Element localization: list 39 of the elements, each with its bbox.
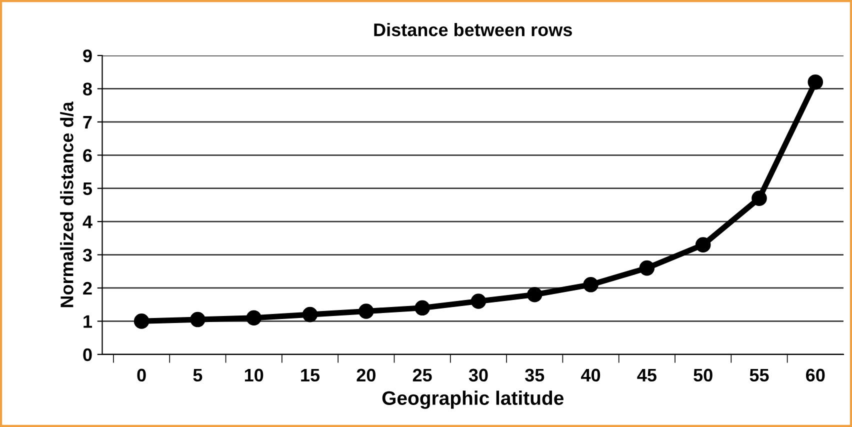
- y-tick-label: 5: [83, 182, 92, 196]
- y-tick-label: 6: [83, 149, 92, 162]
- x-tick-label: 50: [694, 368, 712, 382]
- y-tick-label: 8: [83, 82, 92, 96]
- y-axis-title: Normalized distance d/a: [60, 101, 74, 308]
- x-tick-label: 0: [137, 368, 146, 382]
- point: [583, 277, 598, 292]
- y-tick-label: 7: [83, 116, 92, 128]
- x-tick-label: 45: [637, 368, 656, 382]
- x-tick-label: 35: [525, 368, 544, 382]
- point: [414, 300, 430, 316]
- point: [302, 306, 318, 322]
- x-tick-label: 55: [750, 368, 769, 382]
- point: [470, 294, 486, 309]
- x-tick-label: 5: [193, 368, 202, 382]
- point: [808, 74, 824, 90]
- x-tick-label: 20: [356, 368, 376, 382]
- point: [752, 190, 767, 206]
- x-tick-label: 30: [468, 368, 488, 382]
- y-tick-label: 2: [83, 282, 92, 295]
- x-tick-label: 10: [244, 368, 264, 382]
- point: [190, 312, 206, 328]
- x-tick-label: 25: [412, 368, 432, 382]
- point: [639, 260, 655, 276]
- x-tick-label: 40: [581, 368, 600, 382]
- y-tick-label: 4: [82, 216, 92, 228]
- x-axis-title: Geographic latitude: [382, 390, 564, 409]
- point: [526, 286, 542, 302]
- point: [246, 310, 262, 326]
- chart-title: Distance between rows: [374, 22, 572, 36]
- point: [134, 314, 150, 329]
- point: [695, 237, 711, 252]
- x-tick-label: 15: [301, 368, 320, 382]
- x-tick-label: 60: [806, 368, 825, 382]
- y-tick-label: 1: [84, 315, 92, 328]
- y-tick-label: 9: [83, 49, 92, 62]
- point: [358, 304, 374, 319]
- y-tick-label: 3: [82, 248, 92, 262]
- y-tick-label: 0: [83, 348, 92, 362]
